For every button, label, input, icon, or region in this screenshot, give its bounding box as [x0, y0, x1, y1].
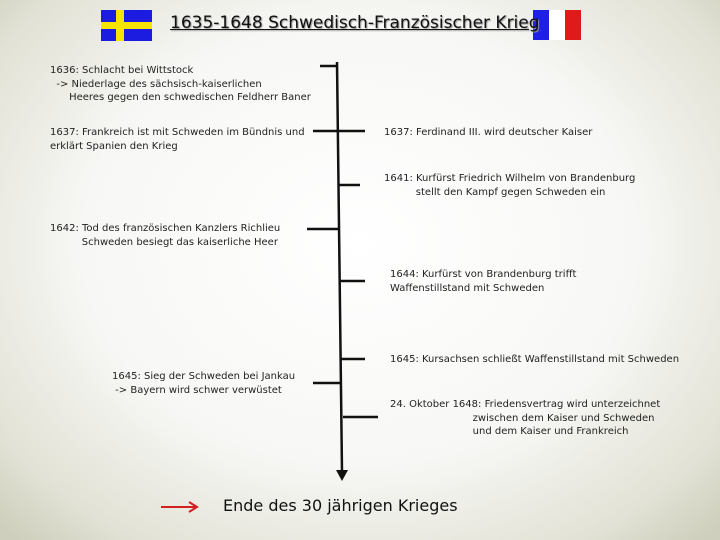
footer-text: Ende des 30 jährigen Krieges — [223, 496, 458, 515]
event-1636: 1636: Schlacht bei Wittstock -> Niederla… — [50, 65, 311, 103]
slide-title: 1635-1648 Schwedisch-Französischer Krieg — [170, 13, 540, 33]
event-1641: 1641: Kurfürst Friedrich Wilhelm von Bra… — [384, 173, 636, 198]
event-1642: 1642: Tod des französischen Kanzlers Ric… — [50, 223, 281, 248]
timeline-axis — [335, 61, 344, 473]
sweden-flag — [101, 10, 152, 41]
event-1637-right: 1637: Ferdinand III. wird deutscher Kais… — [384, 127, 593, 138]
france-flag — [533, 10, 581, 40]
event-1645-right: 1645: Kursachsen schließt Waffenstillsta… — [390, 354, 680, 365]
event-1644: 1644: Kurfürst von Brandenburg trifft Wa… — [390, 269, 577, 294]
event-1648: 24. Oktober 1648: Friedensvertrag wird u… — [390, 399, 661, 437]
event-1645-left: 1645: Sieg der Schweden bei Jankau -> Ba… — [112, 371, 296, 396]
timeline-arrowhead — [336, 470, 348, 481]
footer-arrow — [161, 501, 199, 513]
event-1637-left: 1637: Frankreich ist mit Schweden im Bün… — [50, 127, 305, 152]
